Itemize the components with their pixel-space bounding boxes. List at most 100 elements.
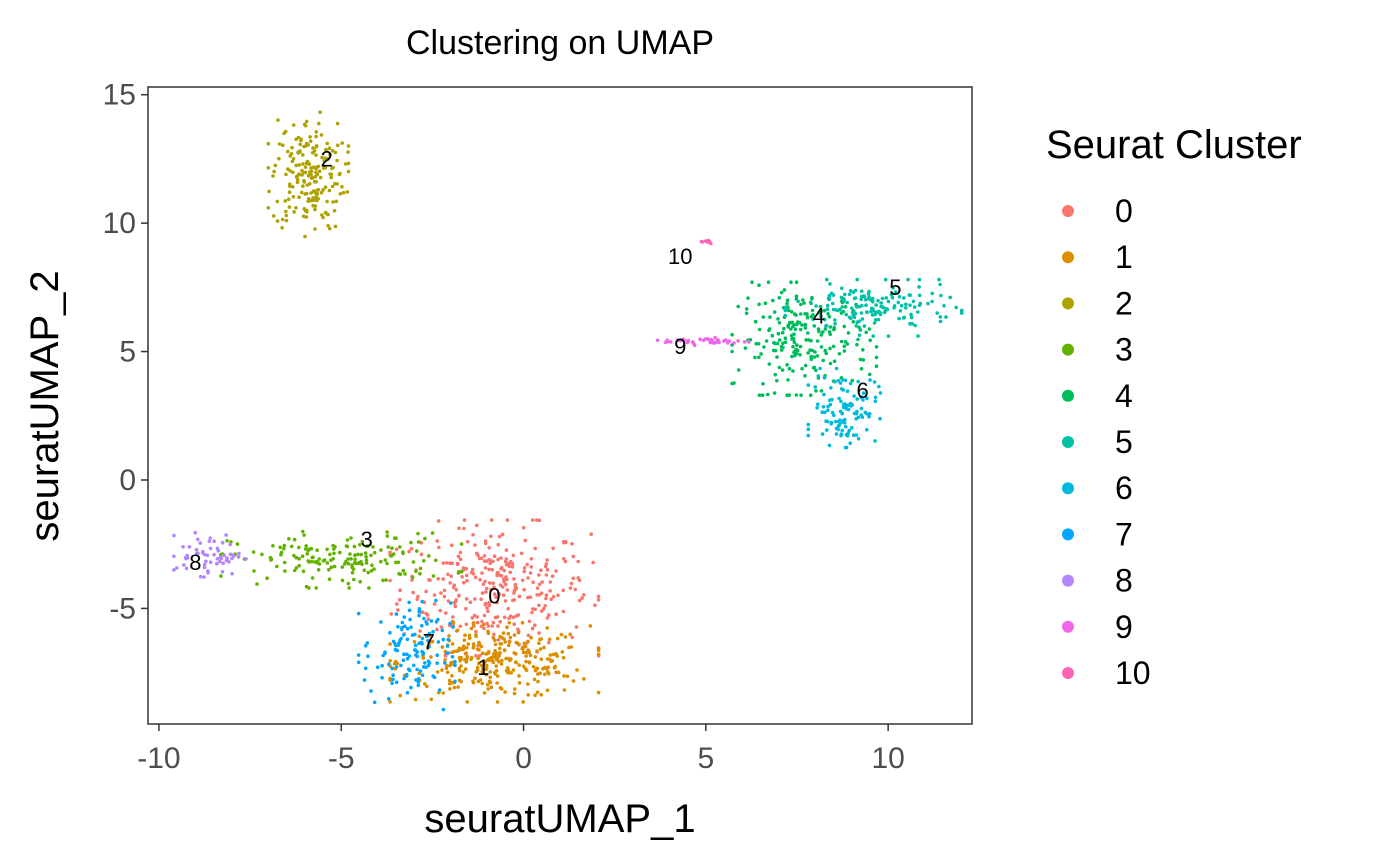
point-cluster-1 bbox=[474, 633, 478, 637]
point-cluster-7 bbox=[413, 643, 418, 648]
point-cluster-8 bbox=[205, 553, 210, 557]
point-cluster-0 bbox=[543, 564, 548, 569]
point-cluster-7 bbox=[423, 661, 427, 665]
point-cluster-1 bbox=[596, 646, 601, 650]
point-cluster-0 bbox=[530, 626, 535, 631]
point-cluster-0 bbox=[457, 593, 461, 598]
point-cluster-1 bbox=[464, 660, 469, 664]
point-cluster-5 bbox=[834, 308, 838, 312]
point-cluster-2 bbox=[340, 185, 344, 189]
point-cluster-5 bbox=[855, 277, 859, 282]
point-cluster-7 bbox=[408, 668, 412, 673]
point-cluster-2 bbox=[306, 173, 311, 178]
point-cluster-0 bbox=[490, 624, 495, 628]
point-cluster-2 bbox=[294, 174, 299, 179]
point-cluster-0 bbox=[426, 617, 431, 621]
point-cluster-6 bbox=[861, 391, 866, 395]
point-cluster-1 bbox=[538, 671, 542, 675]
point-cluster-0 bbox=[492, 632, 496, 637]
point-cluster-4 bbox=[824, 351, 828, 356]
point-cluster-0 bbox=[388, 578, 392, 583]
point-cluster-1 bbox=[473, 676, 477, 680]
point-cluster-3 bbox=[314, 586, 319, 590]
point-cluster-5 bbox=[954, 305, 958, 310]
point-cluster-3 bbox=[352, 577, 356, 582]
point-cluster-7 bbox=[394, 612, 399, 616]
point-cluster-3 bbox=[381, 578, 385, 583]
point-cluster-4 bbox=[786, 308, 791, 313]
point-cluster-7 bbox=[405, 672, 409, 677]
point-cluster-8 bbox=[184, 566, 189, 571]
point-cluster-4 bbox=[803, 374, 807, 378]
point-cluster-4 bbox=[792, 332, 796, 337]
point-cluster-5 bbox=[847, 292, 852, 297]
point-cluster-9 bbox=[742, 340, 747, 344]
point-cluster-1 bbox=[535, 649, 539, 653]
point-cluster-5 bbox=[860, 289, 864, 294]
point-cluster-2 bbox=[294, 206, 298, 210]
point-cluster-3 bbox=[362, 568, 367, 572]
point-cluster-5 bbox=[783, 313, 788, 318]
point-cluster-3 bbox=[282, 546, 286, 551]
point-cluster-2 bbox=[314, 130, 319, 134]
point-cluster-3 bbox=[305, 552, 310, 556]
x-tick-label: 0 bbox=[515, 742, 532, 775]
point-cluster-4 bbox=[851, 320, 856, 324]
point-cluster-7 bbox=[434, 598, 438, 603]
point-cluster-3 bbox=[310, 555, 315, 560]
point-cluster-7 bbox=[398, 638, 402, 643]
point-cluster-1 bbox=[448, 681, 452, 686]
point-cluster-4 bbox=[753, 319, 758, 324]
point-cluster-1 bbox=[509, 657, 513, 661]
point-cluster-4 bbox=[761, 382, 765, 386]
point-cluster-7 bbox=[448, 621, 452, 626]
point-cluster-7 bbox=[407, 608, 412, 613]
point-cluster-6 bbox=[839, 433, 843, 438]
point-cluster-4 bbox=[794, 393, 799, 397]
point-cluster-0 bbox=[539, 568, 543, 572]
point-cluster-4 bbox=[815, 354, 820, 358]
point-cluster-7 bbox=[405, 626, 410, 631]
point-cluster-7 bbox=[417, 609, 422, 613]
point-cluster-5 bbox=[862, 294, 867, 299]
point-cluster-1 bbox=[495, 656, 500, 661]
point-cluster-4 bbox=[795, 343, 799, 347]
point-cluster-2 bbox=[328, 226, 332, 231]
point-cluster-1 bbox=[487, 657, 491, 661]
point-cluster-1 bbox=[485, 682, 490, 687]
point-cluster-5 bbox=[838, 307, 842, 312]
point-cluster-8 bbox=[183, 556, 188, 560]
point-cluster-7 bbox=[408, 617, 412, 622]
point-cluster-4 bbox=[868, 338, 872, 343]
point-cluster-1 bbox=[479, 663, 484, 668]
point-cluster-4 bbox=[874, 345, 879, 349]
point-cluster-1 bbox=[481, 667, 485, 671]
point-cluster-0 bbox=[497, 534, 502, 539]
point-cluster-6 bbox=[834, 432, 839, 436]
point-cluster-5 bbox=[853, 311, 858, 316]
point-cluster-3 bbox=[386, 545, 391, 549]
point-cluster-2 bbox=[319, 133, 324, 137]
cluster-label-5: 5 bbox=[889, 275, 901, 300]
point-cluster-2 bbox=[308, 135, 312, 139]
point-cluster-2 bbox=[315, 198, 319, 203]
point-cluster-1 bbox=[471, 622, 476, 626]
point-cluster-4 bbox=[805, 315, 810, 319]
point-cluster-2 bbox=[314, 165, 319, 170]
point-cluster-6 bbox=[863, 410, 868, 415]
legend-swatch-3 bbox=[1062, 343, 1074, 356]
point-cluster-2 bbox=[277, 142, 282, 146]
point-cluster-6 bbox=[868, 378, 872, 382]
point-cluster-7 bbox=[453, 663, 457, 668]
point-cluster-2 bbox=[301, 214, 306, 219]
point-cluster-0 bbox=[537, 603, 541, 608]
point-cluster-7 bbox=[401, 633, 406, 637]
point-cluster-1 bbox=[452, 649, 457, 654]
point-cluster-7 bbox=[440, 628, 445, 633]
point-cluster-0 bbox=[549, 597, 553, 601]
point-cluster-0 bbox=[486, 609, 490, 614]
point-cluster-6 bbox=[878, 416, 882, 421]
point-cluster-7 bbox=[394, 680, 399, 685]
point-cluster-4 bbox=[780, 368, 785, 372]
point-cluster-1 bbox=[537, 641, 541, 645]
